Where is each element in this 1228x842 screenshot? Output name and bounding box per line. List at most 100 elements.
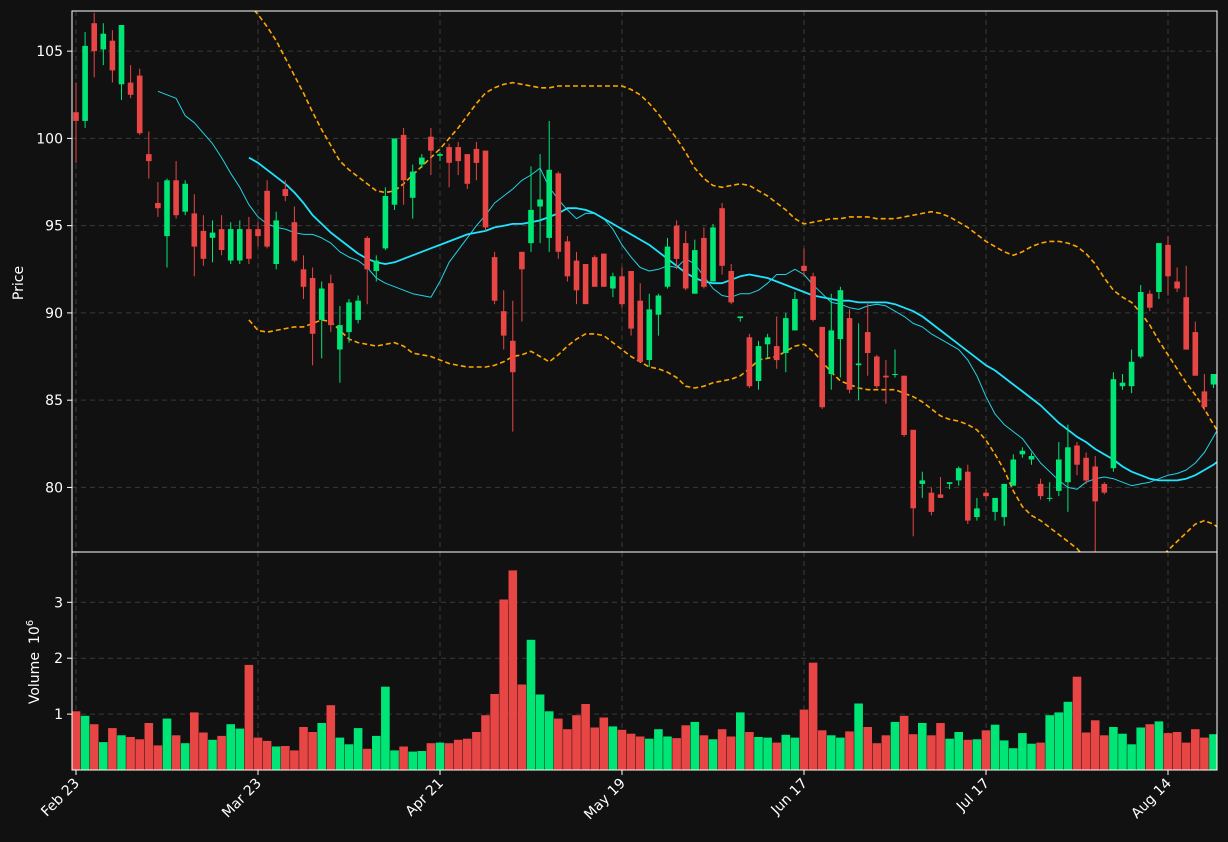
volume-bar (281, 746, 290, 770)
volume-bar (1036, 742, 1045, 770)
candle-body (346, 302, 352, 333)
candle-body (746, 337, 753, 387)
candle-body (892, 374, 898, 375)
candle-body (946, 482, 953, 484)
volume-bar (317, 723, 326, 770)
candle-body (173, 180, 179, 216)
volume-bar (1109, 727, 1118, 770)
candle-body (519, 251, 525, 270)
candle-body (1183, 297, 1189, 350)
volume-bar (654, 729, 663, 770)
candle-body (564, 241, 571, 277)
candle-body (919, 480, 926, 484)
candle-body (391, 138, 398, 205)
volume-exponent-power: 6 (25, 620, 36, 626)
volume-bar (836, 737, 845, 770)
candle-body (1210, 374, 1217, 385)
volume-bar (1118, 733, 1127, 770)
volume-bar (763, 737, 772, 770)
volume-bars (72, 570, 1217, 770)
candle-body (664, 246, 671, 287)
candle-body (828, 330, 835, 374)
volume-bar (535, 694, 545, 770)
volume-bar (781, 734, 791, 770)
candle-body (318, 288, 325, 320)
candle-body (473, 148, 480, 163)
candle-body (1001, 483, 1007, 518)
volume-bar (208, 739, 217, 770)
volume-bar (645, 738, 654, 770)
volume-bar (1081, 732, 1091, 770)
candle-body (810, 276, 816, 320)
candle-body (692, 250, 698, 294)
price-tick-label: 100 (36, 131, 63, 147)
volume-bar (1145, 724, 1155, 770)
volume-bar (1009, 748, 1018, 770)
volume-bar (690, 721, 700, 770)
candle-body (446, 147, 452, 163)
volume-bar (490, 694, 499, 770)
volume-bar (1181, 742, 1191, 770)
candle-body (673, 225, 680, 259)
volume-panel-frame (71, 551, 1218, 771)
volume-bar (72, 711, 81, 770)
candle-body (1010, 459, 1017, 486)
volume-bar (472, 732, 481, 770)
candle-body (1056, 459, 1062, 491)
candle-body (1028, 456, 1035, 460)
volume-bar (1072, 676, 1082, 770)
candle-body (464, 154, 471, 184)
candle-body (965, 471, 971, 521)
volume-bar (326, 705, 336, 770)
candle-body (419, 157, 425, 165)
candle-body (364, 237, 370, 270)
candle-body (646, 309, 653, 360)
candle-body (837, 290, 844, 340)
volume-bar (1063, 701, 1073, 770)
volume-bar (990, 724, 1000, 770)
candle-body (118, 25, 125, 85)
candle-body (337, 325, 343, 350)
candle-body (455, 147, 461, 162)
volume-bar (1100, 735, 1109, 770)
volume-bar (626, 733, 636, 770)
volume-bar (572, 715, 581, 770)
volume-bar (381, 686, 390, 770)
candle-body (1046, 497, 1053, 499)
candle-body (246, 229, 252, 259)
candles (73, 12, 1217, 552)
moving-averages (157, 90, 1217, 490)
candle-body (355, 300, 361, 320)
candle-body (164, 180, 170, 237)
candle-body (637, 300, 643, 362)
candle-body (373, 260, 380, 272)
candle-body (801, 265, 807, 271)
candle-body (682, 243, 689, 289)
volume-bar (790, 737, 800, 770)
volume-bar (927, 735, 936, 770)
volume-bar (799, 709, 809, 770)
volume-bar (663, 736, 672, 770)
candle-body (273, 220, 279, 264)
volume-bar (1127, 744, 1136, 770)
candle-body (910, 429, 916, 509)
candle-body (883, 375, 889, 378)
volume-bar (162, 718, 172, 770)
volume-bar (244, 664, 254, 770)
candle-body (127, 82, 134, 95)
volume-tick-label: 2 (54, 651, 63, 667)
volume-exponent-base: 10 (27, 626, 43, 644)
candle-body (974, 508, 980, 518)
volume-bar (417, 751, 427, 770)
volume-bar (717, 729, 727, 770)
candle-body (546, 169, 552, 238)
volume-bar (435, 742, 445, 770)
volume-bar (1154, 721, 1164, 770)
candle-body (992, 497, 998, 512)
volume-bar (271, 746, 281, 770)
candle-body (610, 276, 616, 289)
volume-axis-title: Volume 106 (25, 620, 43, 704)
candle-body (710, 227, 716, 282)
candle-body (1092, 466, 1098, 502)
